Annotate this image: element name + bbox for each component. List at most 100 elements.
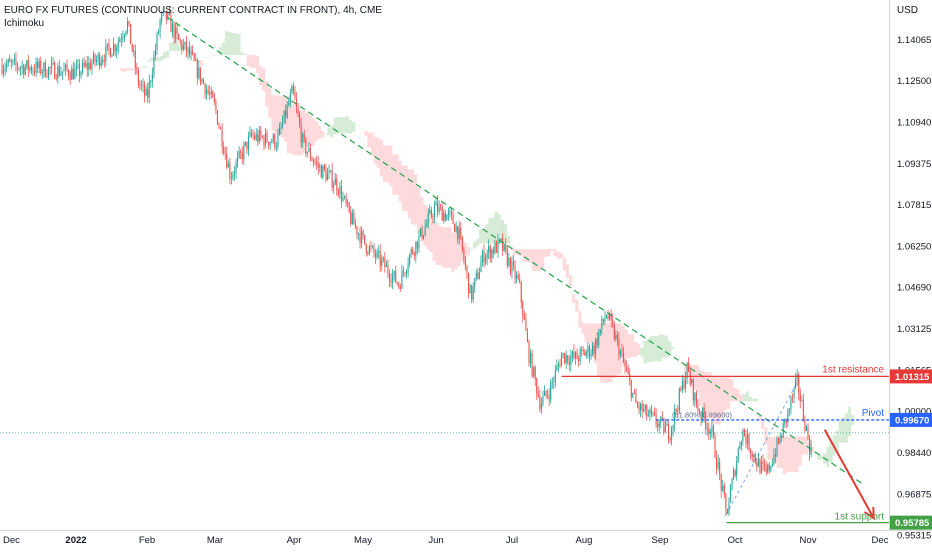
candle [220, 127, 222, 130]
candle [77, 64, 79, 67]
candle [557, 364, 559, 366]
candle [201, 79, 203, 83]
candle [723, 485, 725, 495]
candle [672, 424, 674, 430]
cloud-segment [556, 251, 560, 259]
cloud-segment [689, 364, 694, 383]
candle [207, 90, 209, 93]
candle [753, 454, 755, 457]
cloud-segment [578, 311, 582, 328]
candle [325, 169, 327, 181]
cloud-segment [724, 377, 728, 411]
candle [153, 55, 155, 75]
candle [58, 66, 60, 76]
candle [421, 228, 423, 239]
candle [75, 66, 77, 70]
candle [3, 69, 5, 74]
cloud-segment [531, 249, 535, 272]
candle [185, 41, 187, 53]
cloud-segment [528, 249, 532, 263]
cloud-segment [544, 249, 548, 257]
cloud-segment [848, 406, 852, 437]
cloud-segment [587, 323, 591, 344]
candle [435, 202, 437, 206]
candle [443, 213, 445, 221]
candle [767, 464, 769, 473]
time-tick-label: May [354, 535, 372, 546]
price-tick-label: 1.00000 [897, 407, 931, 418]
candle [65, 64, 67, 69]
candle [726, 508, 728, 514]
price-axis[interactable]: 1.14065 1.12500 1.10940 1.09375 1.07815 1.062… [897, 35, 931, 542]
price-tick-label: 1.10940 [897, 117, 931, 128]
time-axis[interactable]: Dec 2022 Feb Mar Apr May Jun Jul Aug Sep Oct Nov Dec [3, 535, 889, 546]
cloud-segment [119, 68, 123, 71]
candle [630, 380, 632, 398]
cloud-segment [671, 347, 675, 350]
candle [784, 418, 786, 424]
candle [722, 485, 724, 491]
candle [536, 378, 538, 394]
cloud-segment [541, 249, 545, 269]
cloud-segment [817, 454, 821, 460]
candle [705, 417, 707, 429]
candle [378, 251, 380, 252]
candle [34, 70, 36, 73]
candle [105, 45, 107, 62]
candle [691, 379, 693, 384]
candle [737, 448, 739, 462]
cloud-segment [243, 54, 247, 56]
candle [227, 163, 229, 168]
cloud-segment [550, 249, 554, 251]
candle [647, 414, 649, 417]
candle [350, 211, 352, 224]
cloud-segment [364, 130, 368, 136]
candle [745, 435, 747, 445]
candle [599, 329, 601, 333]
candle [688, 362, 690, 373]
cloud-segment [451, 232, 455, 272]
cloud-segment [826, 446, 830, 468]
fib-retracement-line [726, 381, 798, 515]
candle [6, 64, 8, 68]
candle [708, 428, 710, 435]
candle [551, 382, 553, 383]
cloud-segment [308, 114, 312, 146]
candle [354, 224, 356, 227]
candle [243, 145, 245, 160]
candle [66, 64, 68, 71]
cloud-segment [407, 169, 411, 219]
cloud-segment [476, 239, 480, 247]
candle [497, 239, 499, 253]
cloud-segment [392, 154, 396, 195]
candle [264, 132, 267, 146]
candle [170, 14, 172, 33]
cloud-segment [206, 57, 210, 58]
candle [85, 63, 87, 67]
candle [565, 355, 567, 364]
price-tick-label: 1.12500 [897, 76, 931, 87]
candle [202, 79, 205, 84]
candle [542, 395, 544, 404]
candle [320, 166, 322, 178]
candle [416, 241, 418, 249]
cloud-segment [764, 427, 768, 445]
candle [771, 463, 773, 467]
cloud-segment [314, 121, 318, 142]
level-price-tag [890, 369, 932, 384]
cloud-segment [652, 335, 656, 362]
candle [387, 264, 389, 274]
candle [330, 170, 332, 172]
candle [446, 214, 448, 221]
cloud-segment [739, 394, 743, 402]
candle [531, 353, 533, 377]
cloud-segment [361, 128, 365, 130]
cloud-segment [559, 252, 563, 259]
cloud-segment [317, 125, 322, 139]
cloud-segment [150, 57, 154, 62]
candle [430, 209, 432, 217]
candle [61, 71, 63, 74]
candle [636, 403, 639, 406]
